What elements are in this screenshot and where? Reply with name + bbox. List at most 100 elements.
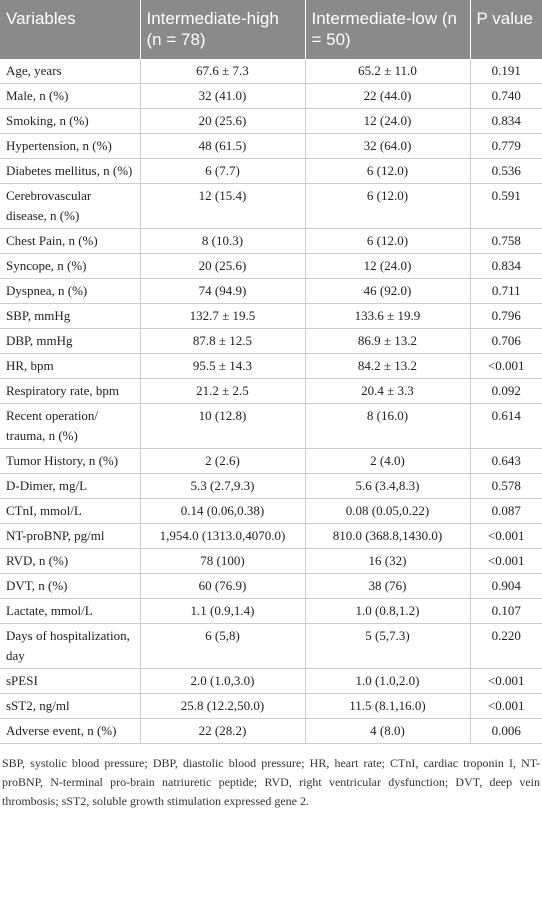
cell: 21.2 ± 2.5 <box>140 378 306 404</box>
row-label: Smoking, n (%) <box>0 108 141 134</box>
cell: 11.5 (8.1,16.0) <box>305 693 471 719</box>
cell: 0.904 <box>470 573 542 599</box>
table-body: Age, years 67.6 ± 7.3 65.2 ± 11.0 0.191 Male… <box>0 59 542 744</box>
row-label: Syncope, n (%) <box>0 253 141 279</box>
cell: 0.578 <box>470 473 542 499</box>
cell: 2 (4.0) <box>305 448 471 474</box>
cell: 6 (5,8) <box>140 623 306 669</box>
cell: <0.001 <box>470 523 542 549</box>
cell: 1.0 (1.0,2.0) <box>305 668 471 694</box>
header-cell: Intermediate-high (n = 78) <box>140 0 306 59</box>
cell: 2 (2.6) <box>140 448 306 474</box>
cell: 0.536 <box>470 158 542 184</box>
cell: 5 (5,7.3) <box>305 623 471 669</box>
table-row: Cerebrovascular disease, n (%) 12 (15.4) 6… <box>0 183 542 229</box>
cell: 65.2 ± 11.0 <box>305 59 471 84</box>
row-label: Tumor History, n (%) <box>0 448 141 474</box>
table-row: HR, bpm 95.5 ± 14.3 84.2 ± 13.2 <0.001 <box>0 353 542 379</box>
row-label: Days of hospitalization, day <box>0 623 141 669</box>
row-label: Dyspnea, n (%) <box>0 278 141 304</box>
row-label: DBP, mmHg <box>0 328 141 354</box>
cell: 6 (7.7) <box>140 158 306 184</box>
cell: 1.0 (0.8,1.2) <box>305 598 471 624</box>
cell: 0.740 <box>470 83 542 109</box>
row-label: Adverse event, n (%) <box>0 718 141 744</box>
cell: 2.0 (1.0,3.0) <box>140 668 306 694</box>
table-row: RVD, n (%) 78 (100) 16 (32) <0.001 <box>0 548 542 574</box>
cell: 4 (8.0) <box>305 718 471 744</box>
header-cell: Variables <box>0 0 141 59</box>
cell: 46 (92.0) <box>305 278 471 304</box>
cell: <0.001 <box>470 668 542 694</box>
cell: 8 (16.0) <box>305 403 471 449</box>
table-row: NT-proBNP, pg/ml 1,954.0 (1313.0,4070.0) 8… <box>0 523 542 549</box>
cell: 0.834 <box>470 108 542 134</box>
cell: 1.1 (0.9,1.4) <box>140 598 306 624</box>
cell: 0.107 <box>470 598 542 624</box>
cell: 1,954.0 (1313.0,4070.0) <box>140 523 306 549</box>
table-row: Male, n (%) 32 (41.0) 22 (44.0) 0.740 <box>0 83 542 109</box>
table-row: Days of hospitalization, day 6 (5,8) 5 (5,… <box>0 623 542 669</box>
header-row: Variables Intermediate-high (n = 78) Inter… <box>0 0 542 59</box>
cell: 5.6 (3.4,8.3) <box>305 473 471 499</box>
cell: 0.191 <box>470 59 542 84</box>
row-label: DVT, n (%) <box>0 573 141 599</box>
cell: 95.5 ± 14.3 <box>140 353 306 379</box>
row-label: Chest Pain, n (%) <box>0 228 141 254</box>
cell: 20 (25.6) <box>140 108 306 134</box>
cell: 0.796 <box>470 303 542 329</box>
cell: 0.220 <box>470 623 542 669</box>
cell: 22 (28.2) <box>140 718 306 744</box>
row-label: Recent operation/ trauma, n (%) <box>0 403 141 449</box>
cell: 60 (76.9) <box>140 573 306 599</box>
cell: 78 (100) <box>140 548 306 574</box>
cell: 8 (10.3) <box>140 228 306 254</box>
row-label: HR, bpm <box>0 353 141 379</box>
table-row: D-Dimer, mg/L 5.3 (2.7,9.3) 5.6 (3.4,8.3) 0… <box>0 473 542 499</box>
row-label: Lactate, mmol/L <box>0 598 141 624</box>
table-row: Diabetes mellitus, n (%) 6 (7.7) 6 (12.0) 0… <box>0 158 542 184</box>
cell: 48 (61.5) <box>140 133 306 159</box>
cell: 32 (41.0) <box>140 83 306 109</box>
data-table: Variables Intermediate-high (n = 78) Inter… <box>0 0 542 744</box>
row-label: Male, n (%) <box>0 83 141 109</box>
cell: 38 (76) <box>305 573 471 599</box>
table-row: DVT, n (%) 60 (76.9) 38 (76) 0.904 <box>0 573 542 599</box>
table-row: Adverse event, n (%) 22 (28.2) 4 (8.0) 0.00… <box>0 718 542 744</box>
row-label: CTnI, mmol/L <box>0 498 141 524</box>
table-row: sPESI 2.0 (1.0,3.0) 1.0 (1.0,2.0) <0.001 <box>0 668 542 694</box>
cell: 6 (12.0) <box>305 158 471 184</box>
cell: 67.6 ± 7.3 <box>140 59 306 84</box>
cell: 22 (44.0) <box>305 83 471 109</box>
row-label: Cerebrovascular disease, n (%) <box>0 183 141 229</box>
cell: 20.4 ± 3.3 <box>305 378 471 404</box>
cell: 0.614 <box>470 403 542 449</box>
table-row: Age, years 67.6 ± 7.3 65.2 ± 11.0 0.191 <box>0 59 542 84</box>
row-label: sST2, ng/ml <box>0 693 141 719</box>
table-row: Lactate, mmol/L 1.1 (0.9,1.4) 1.0 (0.8,1.2… <box>0 598 542 624</box>
cell: 0.591 <box>470 183 542 229</box>
row-label: RVD, n (%) <box>0 548 141 574</box>
table-row: sST2, ng/ml 25.8 (12.2,50.0) 11.5 (8.1,16.… <box>0 693 542 719</box>
cell: 0.092 <box>470 378 542 404</box>
table-row: Tumor History, n (%) 2 (2.6) 2 (4.0) 0.643 <box>0 448 542 474</box>
cell: 32 (64.0) <box>305 133 471 159</box>
cell: 6 (12.0) <box>305 228 471 254</box>
cell: 0.834 <box>470 253 542 279</box>
row-label: Hypertension, n (%) <box>0 133 141 159</box>
cell: 86.9 ± 13.2 <box>305 328 471 354</box>
cell: 0.779 <box>470 133 542 159</box>
cell: 20 (25.6) <box>140 253 306 279</box>
table-row: Dyspnea, n (%) 74 (94.9) 46 (92.0) 0.711 <box>0 278 542 304</box>
cell: 0.08 (0.05,0.22) <box>305 498 471 524</box>
cell: 25.8 (12.2,50.0) <box>140 693 306 719</box>
cell: 12 (24.0) <box>305 253 471 279</box>
row-label: SBP, mmHg <box>0 303 141 329</box>
table-row: DBP, mmHg 87.8 ± 12.5 86.9 ± 13.2 0.706 <box>0 328 542 354</box>
table-row: Syncope, n (%) 20 (25.6) 12 (24.0) 0.834 <box>0 253 542 279</box>
footnote: SBP, systolic blood pressure; DBP, diast… <box>2 756 540 808</box>
cell: 12 (15.4) <box>140 183 306 229</box>
cell: 0.643 <box>470 448 542 474</box>
cell: 0.087 <box>470 498 542 524</box>
row-label: NT-proBNP, pg/ml <box>0 523 141 549</box>
